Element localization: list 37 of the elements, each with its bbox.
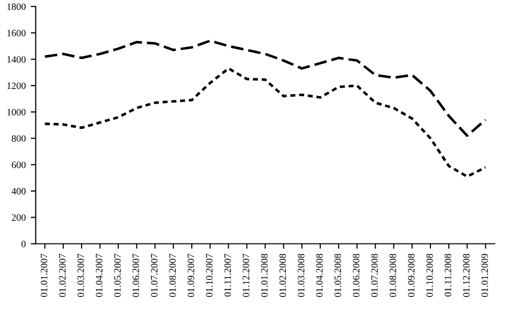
x-tick-label: 01.09.2007 <box>188 254 194 297</box>
y-tick-label: 400 <box>12 188 26 194</box>
x-tick-label: 01.06.2008 <box>352 254 360 297</box>
x-tick-label: 01.08.2008 <box>390 254 396 297</box>
x-tick-label: 01.12.2007 <box>242 254 250 297</box>
y-tick-label: 1800 <box>7 3 26 10</box>
x-tick-label: 01.11.2008 <box>444 254 452 296</box>
x-tick-label: 01.06.2007 <box>132 254 140 297</box>
x-tick-label: 01.01.2009 <box>481 254 488 297</box>
x-tick-label: 01.03.2007 <box>77 254 84 297</box>
y-tick-label: 1600 <box>7 30 26 36</box>
x-tick-label: 01.08.2007 <box>169 254 176 297</box>
x-tick-label: 01.09.2008 <box>408 254 415 297</box>
x-tick-label: 01.01.2008 <box>261 254 268 297</box>
y-tick-label: 800 <box>12 135 26 142</box>
line-series <box>44 67 487 178</box>
x-tick-label: 01.01.2007 <box>40 254 48 297</box>
line-series <box>44 40 487 137</box>
x-tick-label: 01.10.2008 <box>426 254 433 297</box>
x-tick-label: 01.05.2007 <box>114 254 121 297</box>
x-tick-label: 01.12.2008 <box>463 254 470 297</box>
y-tick-label: 1200 <box>7 82 26 90</box>
y-tick-label: 600 <box>12 162 26 168</box>
y-tick-label: 1400 <box>7 56 26 63</box>
x-tick-label: 01.04.2007 <box>96 254 102 297</box>
x-tick-label: 01.05.2008 <box>334 254 342 297</box>
x-tick-label: 01.02.2008 <box>279 254 286 297</box>
x-tick-label: 01.10.2007 <box>206 254 213 297</box>
y-tick-label: 0 <box>21 240 26 248</box>
x-tick-label: 01.03.2008 <box>298 254 304 297</box>
x-tick-label: 01.02.2007 <box>59 254 66 297</box>
x-tick-label: 01.11.2007 <box>224 254 231 296</box>
y-tick-label: 200 <box>12 214 26 221</box>
x-tick-label: 01.04.2008 <box>316 254 323 297</box>
x-tick-label: 01.07.2007 <box>150 254 158 297</box>
y-tick-label: 1000 <box>7 108 26 116</box>
x-tick-label: 01.07.2008 <box>371 254 378 297</box>
